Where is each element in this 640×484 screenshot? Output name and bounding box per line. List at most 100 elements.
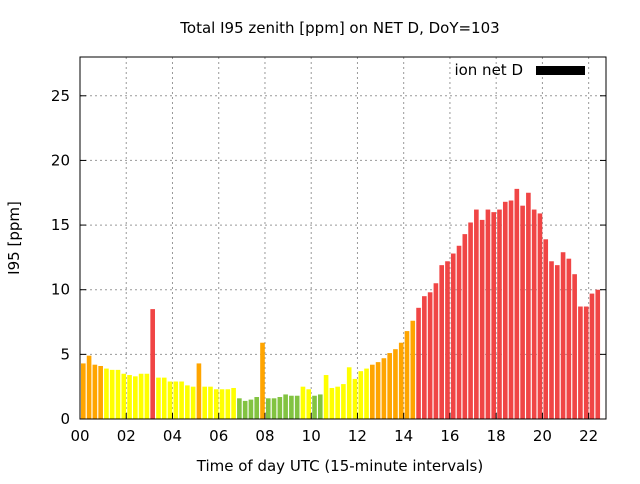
bar (393, 349, 398, 419)
bar (173, 381, 179, 419)
bar (589, 293, 595, 419)
bar (167, 381, 173, 419)
bar (242, 400, 248, 419)
bars (81, 188, 601, 419)
y-tick-label: 20 (51, 151, 70, 169)
bar (514, 188, 520, 419)
bar (346, 367, 352, 419)
bar (312, 395, 317, 419)
bar (248, 399, 254, 419)
x-axis-label: Time of day UTC (15-minute intervals) (196, 457, 483, 475)
y-tick-label: 25 (51, 87, 70, 105)
bar (537, 213, 543, 419)
bar (508, 200, 514, 419)
x-tick-label: 12 (348, 427, 367, 445)
y-tick-label: 10 (51, 281, 70, 299)
bar (398, 342, 404, 419)
bar (554, 265, 560, 419)
bar (219, 389, 225, 419)
bar (566, 258, 572, 419)
plot-frame (79, 56, 607, 420)
bar (225, 389, 231, 419)
legend-label: ion net D (454, 61, 523, 79)
bar (254, 397, 260, 419)
y-tick-label: 5 (60, 345, 70, 363)
bar (526, 192, 531, 419)
x-tick-label: 02 (117, 427, 136, 445)
bar (422, 296, 427, 419)
bar (150, 309, 155, 419)
bar (213, 389, 219, 419)
bar (98, 365, 103, 419)
bar (410, 320, 416, 419)
x-tick-label: 14 (394, 427, 413, 445)
bar (549, 261, 554, 419)
axis-ticks: 00 02 04 06 08 10 12 14 16 18 20 22 0 5 10 15 20 25 (51, 87, 606, 445)
bar (127, 375, 132, 419)
bar (179, 381, 184, 419)
bar (502, 201, 508, 419)
bar (445, 261, 450, 419)
bar (583, 306, 589, 419)
bar (86, 355, 92, 419)
bar (497, 209, 502, 419)
bar (156, 377, 161, 419)
bar (572, 274, 577, 419)
bar (294, 395, 300, 419)
bar (364, 368, 369, 419)
bar (271, 398, 277, 419)
bar (352, 378, 358, 419)
bar (531, 209, 537, 419)
bar (237, 398, 242, 419)
x-tick-label: 08 (255, 427, 274, 445)
bar (381, 358, 387, 419)
bar (595, 289, 601, 419)
bar (138, 373, 144, 419)
bar (560, 252, 566, 419)
bar (283, 394, 288, 419)
bar (468, 222, 473, 419)
bar (543, 239, 549, 419)
bar (231, 387, 236, 419)
legend: ion net D (454, 61, 585, 79)
bar (450, 253, 456, 419)
bar (115, 369, 121, 419)
bar (335, 386, 340, 419)
bar (185, 385, 190, 419)
x-tick-label: 00 (70, 427, 89, 445)
y-tick-label: 15 (51, 216, 70, 234)
bar (358, 371, 364, 419)
bar (144, 373, 150, 419)
bar (161, 377, 167, 419)
legend-swatch (536, 66, 585, 75)
bar (375, 362, 381, 419)
bar (485, 209, 491, 419)
bar (491, 212, 497, 419)
bar (133, 376, 138, 419)
bar (520, 205, 525, 419)
bar (317, 394, 323, 419)
bar (387, 353, 392, 419)
bar (474, 209, 479, 419)
x-tick-label: 22 (579, 427, 598, 445)
bar (277, 397, 283, 419)
bar (202, 386, 208, 419)
bar (456, 245, 462, 419)
x-tick-label: 18 (487, 427, 506, 445)
grid (80, 57, 606, 419)
bar (416, 307, 421, 419)
chart-title: Total I95 zenith [ppm] on NET D, DoY=103 (179, 19, 499, 37)
bar (81, 363, 86, 419)
bar (208, 386, 213, 419)
bar (190, 386, 196, 419)
bar (479, 219, 485, 419)
bar (260, 342, 265, 419)
y-axis-label: I95 [ppm] (5, 201, 23, 275)
bar (306, 389, 312, 419)
x-tick-label: 16 (440, 427, 459, 445)
bar (404, 331, 410, 419)
bar (370, 364, 375, 419)
x-tick-label: 20 (533, 427, 552, 445)
bar (265, 398, 271, 419)
bar (92, 364, 98, 419)
